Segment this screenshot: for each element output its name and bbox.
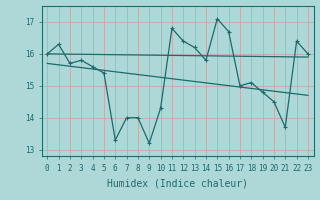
X-axis label: Humidex (Indice chaleur): Humidex (Indice chaleur) [107, 178, 248, 188]
